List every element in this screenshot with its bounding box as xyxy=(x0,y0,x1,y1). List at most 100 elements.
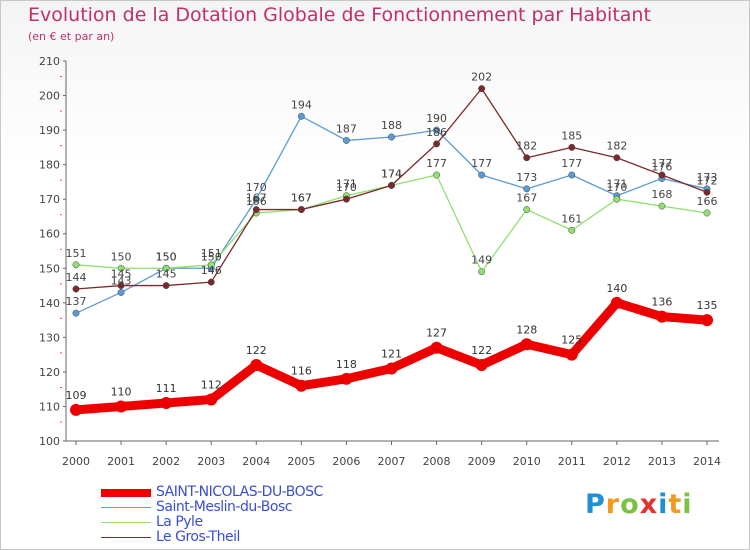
data-label: 125 xyxy=(561,334,582,347)
y-tick-label: 170 xyxy=(39,193,60,206)
data-label: 173 xyxy=(697,171,718,184)
data-label: 185 xyxy=(561,129,582,142)
legend-label: Le Gros-Theil xyxy=(156,529,240,545)
data-point xyxy=(658,171,666,179)
data-label: 190 xyxy=(426,112,447,125)
x-tick-label: 2000 xyxy=(62,455,90,468)
data-label: 112 xyxy=(201,379,222,392)
data-label: 143 xyxy=(111,274,132,287)
data-point xyxy=(523,206,531,213)
x-tick-label: 2005 xyxy=(287,455,315,468)
data-point xyxy=(115,400,128,413)
data-label: 127 xyxy=(426,327,447,340)
data-label: 168 xyxy=(651,188,672,201)
data-point xyxy=(388,133,395,141)
x-tick-label: 2012 xyxy=(603,455,631,468)
data-point xyxy=(478,171,486,179)
x-tick-label: 2003 xyxy=(197,455,225,468)
data-point xyxy=(523,185,531,193)
data-point xyxy=(523,154,531,162)
data-label: 172 xyxy=(697,174,718,187)
chart-title: Evolution de la Dotation Globale de Fonc… xyxy=(28,4,651,26)
data-label: 150 xyxy=(156,250,177,263)
data-label: 144 xyxy=(66,271,87,284)
data-point xyxy=(385,362,398,375)
data-point xyxy=(117,289,125,296)
y-tick-label: 210 xyxy=(39,55,60,68)
data-point xyxy=(610,296,623,309)
data-label: 167 xyxy=(291,192,312,205)
x-tick-label: 2014 xyxy=(693,455,721,468)
x-tick-label: 2002 xyxy=(152,455,180,468)
y-tick-label: 190 xyxy=(39,124,60,137)
legend-swatch xyxy=(101,507,151,508)
data-point xyxy=(430,341,443,354)
y-tick-label: 120 xyxy=(39,366,60,379)
y-tick-label: 160 xyxy=(39,228,60,241)
data-point xyxy=(162,264,170,272)
data-label: 182 xyxy=(606,140,627,153)
y-tick-label: 110 xyxy=(39,400,60,413)
data-point xyxy=(703,209,711,217)
data-label: 110 xyxy=(111,385,132,398)
data-label: 171 xyxy=(606,178,627,191)
data-label: 177 xyxy=(471,157,492,170)
data-label: 109 xyxy=(66,389,87,402)
data-label: 188 xyxy=(381,119,402,132)
data-label: 121 xyxy=(381,347,402,360)
data-label: 166 xyxy=(697,195,718,208)
data-label: 122 xyxy=(471,344,492,357)
data-point xyxy=(433,126,441,134)
data-point xyxy=(478,268,486,276)
data-point xyxy=(701,314,713,327)
x-tick-label: 2013 xyxy=(648,455,676,468)
data-point xyxy=(568,171,576,179)
x-tick-label: 2011 xyxy=(558,455,586,468)
x-tick-label: 2001 xyxy=(107,455,135,468)
data-point xyxy=(568,143,576,151)
data-point xyxy=(475,359,488,371)
data-label: 145 xyxy=(111,268,132,281)
y-tick-label: 150 xyxy=(39,262,60,275)
data-label: 150 xyxy=(111,250,132,263)
legend-label: La Pyle xyxy=(156,514,203,530)
data-point xyxy=(297,112,305,120)
data-point xyxy=(70,403,82,416)
proxiti-logo: Proxiti xyxy=(585,489,693,520)
data-label: 182 xyxy=(516,140,537,153)
data-point xyxy=(342,137,350,144)
data-point xyxy=(72,285,80,293)
data-label: 128 xyxy=(516,323,537,336)
data-point xyxy=(117,282,125,289)
data-point xyxy=(613,195,621,203)
data-label: 202 xyxy=(471,71,492,84)
data-point xyxy=(72,261,80,269)
data-label: 170 xyxy=(336,181,357,194)
data-label: 145 xyxy=(156,268,177,281)
data-label: 177 xyxy=(426,157,447,170)
y-tick-label: 100 xyxy=(39,435,60,448)
x-tick-label: 2006 xyxy=(332,455,360,468)
data-point xyxy=(433,171,441,179)
y-tick-label: 200 xyxy=(39,90,60,103)
data-label: 167 xyxy=(291,192,312,205)
x-tick-label: 2010 xyxy=(513,455,541,468)
data-label: 174 xyxy=(381,167,402,180)
data-label: 186 xyxy=(426,126,447,139)
chart-axes: 100 110 120 130 140 150 160 170 180 190 200 210 2000… xyxy=(39,55,721,468)
data-label: 174 xyxy=(381,167,402,180)
legend-swatch xyxy=(101,522,151,523)
data-point xyxy=(655,310,668,323)
data-point xyxy=(297,206,305,213)
data-point xyxy=(520,338,533,351)
x-tick-label: 2007 xyxy=(378,455,406,468)
data-label: 173 xyxy=(516,171,537,184)
x-tick-label: 2008 xyxy=(423,455,451,468)
data-label: 146 xyxy=(201,264,222,277)
y-tick-label: 130 xyxy=(39,331,60,344)
data-point xyxy=(613,154,621,162)
data-label: 161 xyxy=(561,212,582,225)
